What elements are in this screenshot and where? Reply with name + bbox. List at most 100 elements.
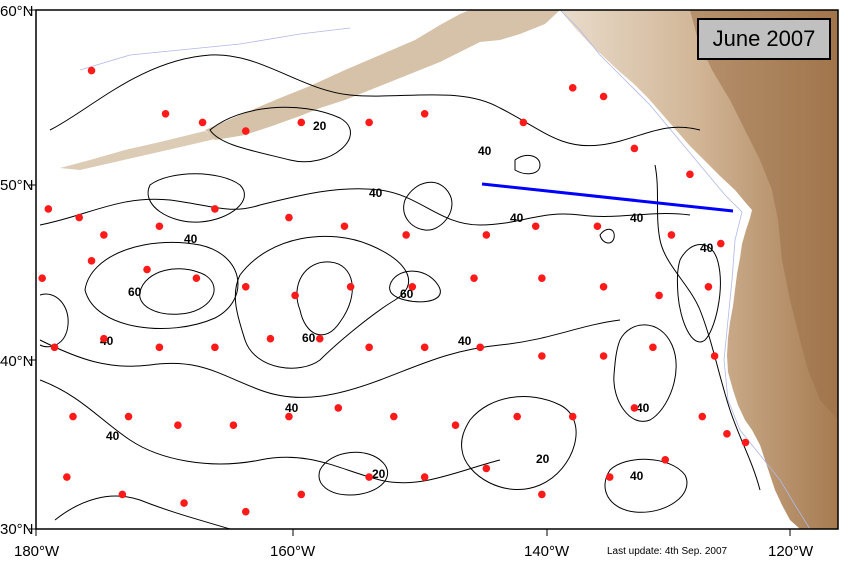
float-marker [470,274,478,282]
lat-label-40: 40°N [0,353,34,370]
float-marker [285,213,293,222]
contour-20-south-a [318,451,388,496]
float-marker [63,473,71,481]
lat-label-30: 30°N [0,521,34,538]
float-marker [408,283,417,291]
float-marker [100,231,108,239]
float-marker [192,274,201,282]
lat-label-60: 60°N [0,3,34,20]
contour-40-east-a [613,324,677,422]
float-marker [241,127,250,135]
land-aleutian-chain [60,131,215,170]
float-marker [334,404,343,412]
map-title: June 2007 [712,26,816,51]
coast-isobath [79,10,811,529]
float-marker [420,343,429,352]
float-marker [161,110,170,118]
contour-label: 40 [700,241,714,255]
float-marker [599,92,608,101]
contour-20-north [209,106,351,163]
contour-60-west [84,241,239,329]
contour-40-se [604,458,688,513]
contour-40-centre [234,235,410,369]
contour-40-north [49,54,701,147]
float-marker [365,118,373,127]
contour-label: 20 [536,452,550,466]
lon-label-160: 160°W [270,543,316,560]
float-marker [340,222,349,231]
float-marker [211,205,219,213]
float-markers [38,66,750,516]
float-marker [291,291,299,300]
contour-40-east-b [676,244,721,343]
float-marker [698,412,707,421]
float-marker [420,110,429,118]
contour-label: 60 [400,287,414,301]
float-marker [38,274,46,282]
float-marker [229,421,238,430]
float-marker [297,490,306,499]
contour-label: 40 [630,211,644,225]
lat-label-50: 50°N [0,177,34,194]
contour-label: 40 [106,429,120,443]
float-marker [315,334,324,343]
float-marker [69,412,77,421]
float-marker [482,231,491,239]
contour-40-south [39,379,501,484]
float-marker [198,118,207,127]
contour-40-loop-west [39,293,69,348]
float-marker [155,343,164,352]
float-marker [599,283,608,291]
float-marker [266,334,275,343]
contour-40-loop-d [599,228,615,244]
float-marker [50,343,59,352]
contour-lines [39,54,761,529]
contour-label: 40 [630,469,644,483]
float-marker [599,352,608,360]
lon-label-180: 180°W [14,543,60,560]
contour-label: 40 [458,334,472,348]
float-marker [741,438,750,447]
float-marker [100,334,108,343]
float-marker [365,473,373,481]
contour-40-coast [654,164,761,491]
float-marker [44,205,53,213]
contour-label: 40 [285,401,299,415]
float-marker [451,421,460,430]
float-marker [241,283,250,291]
contour-40-sw [54,495,231,529]
float-marker [180,499,188,507]
map-title-box: June 2007 [697,18,831,60]
float-marker [710,352,719,360]
contour-label-group: 20 40 40 40 40 60 60 60 40 40 40 20 20 4… [100,119,714,483]
float-marker [346,283,355,291]
float-marker [87,66,96,75]
contour-label: 60 [128,285,142,299]
float-marker [538,274,546,282]
float-marker [155,222,164,231]
float-marker [143,265,151,274]
float-marker [174,421,182,430]
contour-40-loop-c [514,154,541,175]
float-marker [513,412,521,421]
float-marker [655,291,663,300]
float-marker [211,343,219,352]
float-marker [686,170,694,179]
float-marker [402,231,410,239]
float-marker [593,222,602,231]
float-marker [723,430,731,438]
float-marker [476,343,484,352]
float-marker [519,118,528,127]
contour-40-mid [39,188,691,226]
contour-60-east [389,270,441,303]
float-marker [661,456,670,464]
contour-label: 40 [636,401,650,415]
contour-40-long [39,319,621,398]
float-marker [630,144,639,153]
float-marker [285,412,293,421]
float-marker [538,352,546,360]
section-line [481,182,734,213]
contour-label: 40 [510,211,524,225]
lon-label-140: 140°W [524,543,570,560]
